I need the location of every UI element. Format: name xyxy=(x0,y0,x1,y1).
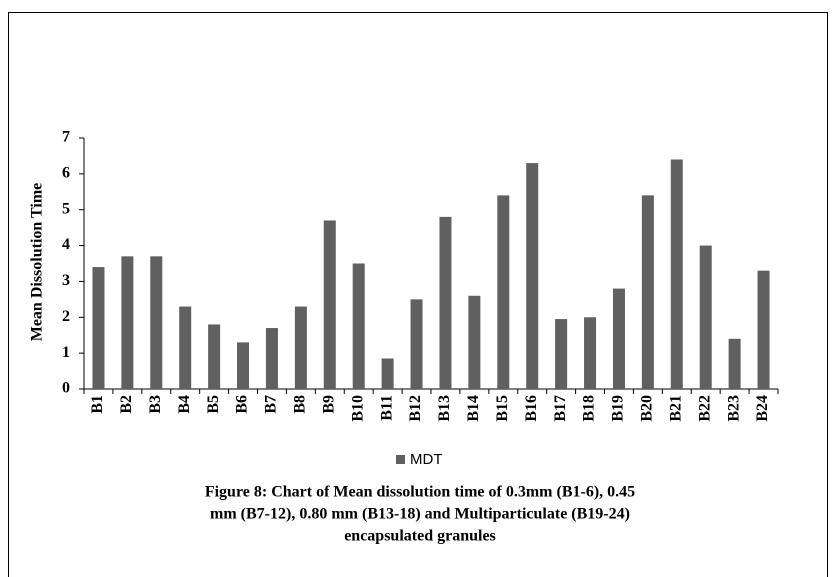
legend-swatch xyxy=(396,455,405,464)
x-tick-label: B5 xyxy=(205,395,222,414)
bar xyxy=(208,324,221,389)
y-axis-label: Mean Dissolution Time xyxy=(29,183,46,342)
x-tick-label: B20 xyxy=(639,395,656,422)
x-tick-label: B3 xyxy=(147,395,164,414)
bar xyxy=(555,319,568,389)
x-tick-label: B7 xyxy=(263,395,280,414)
y-tick-label: 5 xyxy=(62,200,70,217)
x-tick-label: B6 xyxy=(234,395,251,414)
caption: encapsulated granules xyxy=(344,528,496,545)
y-tick-label: 6 xyxy=(62,165,70,182)
bar xyxy=(468,295,481,389)
bar xyxy=(612,288,625,389)
y-tick-label: 4 xyxy=(62,236,70,253)
x-tick-label: B22 xyxy=(696,395,713,422)
bar xyxy=(699,245,712,389)
y-tick-label: 2 xyxy=(62,308,70,325)
bar xyxy=(237,342,250,389)
bar xyxy=(584,317,597,389)
x-tick-label: B4 xyxy=(176,395,193,414)
x-tick-label: B16 xyxy=(523,395,540,422)
bar xyxy=(294,306,307,389)
x-tick-label: B1 xyxy=(89,395,106,414)
bar xyxy=(323,220,336,389)
bar xyxy=(728,338,741,389)
x-tick-label: B12 xyxy=(407,395,424,422)
bar xyxy=(670,159,683,389)
bar xyxy=(497,195,510,389)
frame xyxy=(8,12,828,577)
y-tick-label: 3 xyxy=(62,272,70,289)
x-tick-label: B10 xyxy=(349,395,366,422)
x-tick-label: B2 xyxy=(118,395,135,414)
bar xyxy=(265,328,278,389)
y-tick-label: 7 xyxy=(62,129,70,146)
bar xyxy=(439,216,452,389)
x-tick-label: B14 xyxy=(465,395,482,422)
bar xyxy=(757,270,770,389)
x-tick-label: B24 xyxy=(754,395,771,422)
bar xyxy=(150,256,163,389)
bar xyxy=(641,195,654,389)
bar xyxy=(410,299,423,389)
y-tick-label: 0 xyxy=(62,380,70,397)
bar xyxy=(179,306,192,389)
x-tick-label: B21 xyxy=(667,395,684,422)
y-tick-label: 1 xyxy=(62,344,70,361)
x-tick-label: B17 xyxy=(552,395,569,422)
bar xyxy=(92,267,105,389)
bar xyxy=(121,256,134,389)
caption: Figure 8: Chart of Mean dissolution time… xyxy=(205,484,635,501)
x-tick-label: B11 xyxy=(378,395,395,421)
bar xyxy=(526,163,539,389)
x-tick-label: B18 xyxy=(581,395,598,422)
x-tick-label: B23 xyxy=(725,395,742,422)
x-tick-label: B15 xyxy=(494,395,511,422)
x-tick-label: B19 xyxy=(610,395,627,422)
bar xyxy=(381,358,394,389)
caption: mm (B7-12), 0.80 mm (B13-18) and Multipa… xyxy=(210,506,630,523)
x-tick-label: B13 xyxy=(436,395,453,422)
legend-label: MDT xyxy=(410,451,443,468)
x-tick-label: B9 xyxy=(320,395,337,414)
bar xyxy=(352,263,365,389)
x-tick-label: B8 xyxy=(292,395,309,414)
